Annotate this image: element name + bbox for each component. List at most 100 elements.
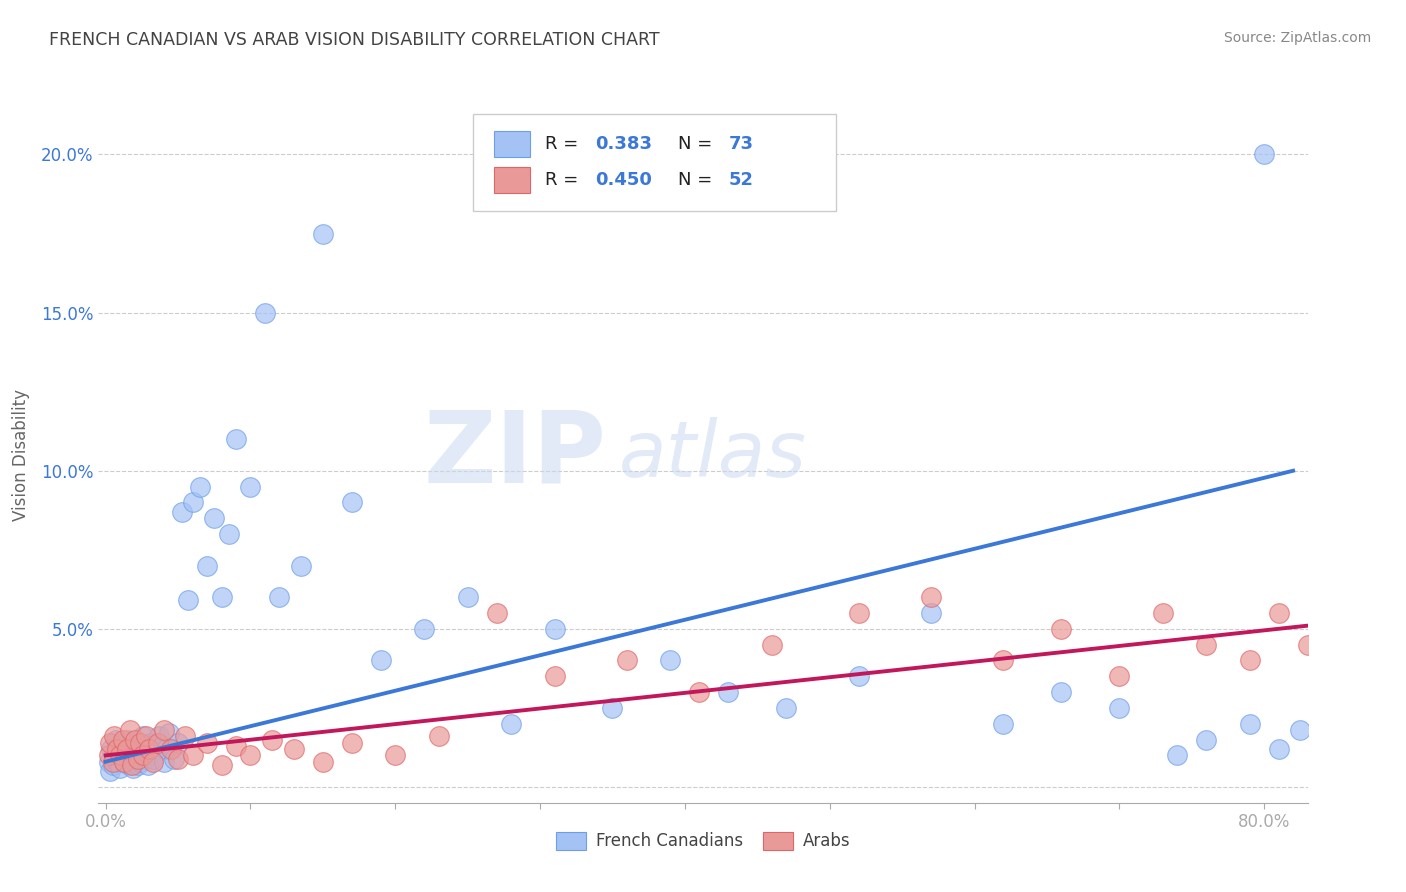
Point [118,757,141,772]
Point [1239,653,1261,667]
Point [457,591,479,605]
Point [253,305,276,319]
Point [188,479,211,493]
Point [688,685,710,699]
Point [1253,147,1275,161]
Point [103,748,125,763]
Point [312,227,335,241]
Point [775,701,797,715]
Point [114,755,136,769]
Point [110,748,132,763]
Point [117,742,139,756]
Point [174,730,197,744]
Point [195,736,218,750]
Y-axis label: Vision Disability: Vision Disability [11,389,30,521]
Point [262,732,284,747]
Point [848,606,870,620]
Point [101,757,124,772]
Point [1354,606,1376,620]
Point [105,742,128,756]
Point [427,730,450,744]
Text: R =: R = [544,135,583,153]
Point [384,748,406,763]
Text: N =: N = [678,135,717,153]
Point [129,736,152,750]
Point [159,742,181,756]
Point [117,732,139,747]
Point [1108,669,1130,683]
Point [138,742,160,756]
Point [1239,716,1261,731]
Point [239,479,262,493]
Point [1050,622,1073,636]
Point [120,723,142,737]
Point [1267,606,1289,620]
Point [101,755,124,769]
Text: 0.383: 0.383 [595,135,652,153]
Point [993,653,1015,667]
Point [269,591,291,605]
Point [218,527,240,541]
Legend: French Canadians, Arabs: French Canadians, Arabs [548,825,858,857]
Point [370,653,392,667]
Point [1326,653,1348,667]
Point [1108,701,1130,715]
FancyBboxPatch shape [494,167,530,194]
Point [1195,638,1218,652]
Point [172,505,194,519]
Point [225,739,247,753]
Point [167,736,190,750]
Point [1384,622,1406,636]
Text: ZIP: ZIP [423,407,606,503]
Point [122,761,145,775]
Text: FRENCH CANADIAN VS ARAB VISION DISABILITY CORRELATION CHART: FRENCH CANADIAN VS ARAB VISION DISABILIT… [49,31,659,49]
Point [114,755,136,769]
Point [124,748,146,763]
Text: 52: 52 [728,171,754,189]
Point [129,755,152,769]
Point [1166,748,1188,763]
Point [138,748,160,763]
Text: N =: N = [678,171,717,189]
Point [312,755,335,769]
Point [157,726,180,740]
Text: 0.450: 0.450 [595,171,652,189]
Point [717,685,740,699]
Point [413,622,436,636]
Point [202,511,225,525]
Point [132,748,155,763]
Point [97,748,120,763]
Point [1195,732,1218,747]
Point [103,730,125,744]
Point [181,495,204,509]
Point [131,745,153,759]
Point [602,701,624,715]
Point [761,638,783,652]
Point [1289,723,1312,737]
Point [112,732,135,747]
Point [1296,638,1319,652]
Point [1152,606,1174,620]
Point [225,432,247,446]
Point [239,748,262,763]
Point [920,606,942,620]
Point [120,751,142,765]
Text: 73: 73 [728,135,754,153]
Point [152,755,174,769]
FancyBboxPatch shape [474,114,837,211]
Point [136,757,159,772]
Point [124,732,146,747]
Point [100,742,122,756]
Point [659,653,682,667]
FancyBboxPatch shape [494,131,530,157]
Point [283,742,305,756]
Point [290,558,312,573]
Point [181,748,204,763]
Point [132,730,155,744]
Point [1050,685,1073,699]
Point [993,716,1015,731]
Point [135,739,157,753]
Point [128,742,150,756]
Point [340,495,363,509]
Point [148,730,170,744]
